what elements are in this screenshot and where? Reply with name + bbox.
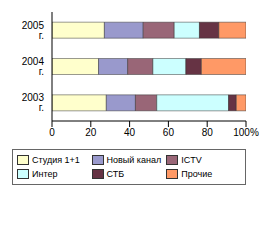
svg-text:40: 40 xyxy=(124,127,136,138)
svg-text:0: 0 xyxy=(49,127,55,138)
html-text:Студия 1+1: Студия 1+1 xyxy=(32,155,80,165)
svg-text:2003г.: 2003г. xyxy=(22,92,45,113)
html-text:Новый канал: Новый канал xyxy=(106,155,162,165)
svg-text:2004г.: 2004г. xyxy=(22,56,45,77)
html-text:ICTV: ICTV xyxy=(181,155,202,165)
svg-text:60: 60 xyxy=(163,127,175,138)
html-text:Прочие: Прочие xyxy=(181,169,213,179)
svg-text:100%: 100% xyxy=(233,127,259,138)
html-text:Интер: Интер xyxy=(32,169,58,179)
svg-text:20: 20 xyxy=(85,127,97,138)
svg-text:80: 80 xyxy=(202,127,214,138)
svg-text:2005г.: 2005г. xyxy=(22,20,45,41)
html-text:СТБ: СТБ xyxy=(106,169,125,179)
